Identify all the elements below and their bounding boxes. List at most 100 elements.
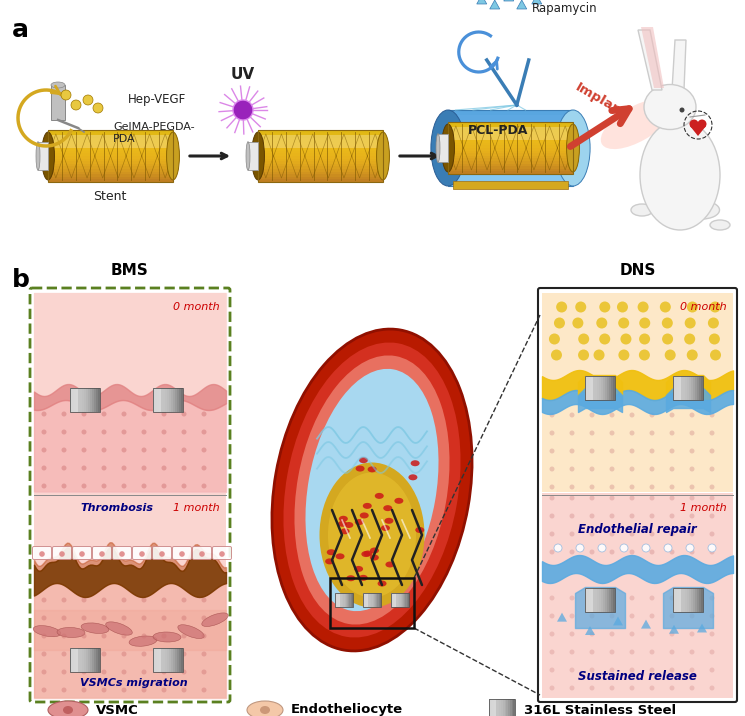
Ellipse shape <box>129 636 157 647</box>
Circle shape <box>569 485 574 490</box>
Circle shape <box>81 652 86 657</box>
Bar <box>351 593 352 607</box>
Bar <box>363 593 381 607</box>
Circle shape <box>162 430 166 435</box>
Ellipse shape <box>283 342 460 637</box>
Bar <box>685 376 687 400</box>
Circle shape <box>709 632 714 637</box>
Circle shape <box>554 317 565 329</box>
Ellipse shape <box>370 555 379 561</box>
Bar <box>153 388 183 412</box>
Circle shape <box>62 687 66 692</box>
Bar <box>335 593 353 607</box>
Text: GelMA-PEGDA-
PDA: GelMA-PEGDA- PDA <box>113 122 194 145</box>
Circle shape <box>121 448 127 453</box>
Ellipse shape <box>34 626 61 637</box>
Bar <box>489 699 491 716</box>
Circle shape <box>639 317 650 329</box>
Bar <box>82 648 84 672</box>
Bar <box>585 588 587 612</box>
Circle shape <box>551 349 562 360</box>
Circle shape <box>550 667 554 672</box>
Bar <box>673 588 680 612</box>
Polygon shape <box>557 613 567 621</box>
Ellipse shape <box>710 220 730 230</box>
Circle shape <box>589 513 595 518</box>
Bar <box>155 648 157 672</box>
Bar <box>492 699 494 716</box>
Text: Thrombosis: Thrombosis <box>80 503 153 513</box>
Circle shape <box>142 616 147 621</box>
Ellipse shape <box>361 551 370 557</box>
Circle shape <box>201 483 206 488</box>
FancyBboxPatch shape <box>212 546 232 559</box>
Bar <box>258 143 383 145</box>
Circle shape <box>550 649 554 654</box>
Circle shape <box>670 448 674 453</box>
Bar <box>448 130 573 132</box>
Circle shape <box>609 685 615 690</box>
Bar <box>697 376 699 400</box>
Circle shape <box>709 667 714 672</box>
Circle shape <box>182 652 186 657</box>
Bar <box>181 388 183 412</box>
Bar <box>48 130 173 132</box>
Bar <box>591 376 593 400</box>
Circle shape <box>709 467 714 472</box>
Bar <box>338 593 340 607</box>
Bar <box>448 160 573 165</box>
Ellipse shape <box>327 549 336 555</box>
Circle shape <box>709 485 714 490</box>
Circle shape <box>101 448 107 453</box>
Ellipse shape <box>631 204 653 216</box>
Bar <box>90 648 92 672</box>
Polygon shape <box>669 625 679 634</box>
Bar <box>589 376 591 400</box>
Bar <box>48 177 173 180</box>
Bar <box>98 388 100 412</box>
Ellipse shape <box>364 551 372 556</box>
Bar <box>494 699 496 716</box>
Bar <box>48 174 173 177</box>
Bar <box>585 376 592 400</box>
Ellipse shape <box>376 132 390 180</box>
Bar <box>448 145 573 150</box>
Bar <box>248 142 258 170</box>
Circle shape <box>609 448 615 453</box>
Bar <box>368 593 369 607</box>
Circle shape <box>589 467 595 472</box>
Circle shape <box>142 483 147 488</box>
Circle shape <box>569 430 574 435</box>
Bar <box>408 593 409 607</box>
Polygon shape <box>641 27 664 88</box>
FancyBboxPatch shape <box>538 288 737 702</box>
Bar <box>691 376 693 400</box>
Bar <box>78 648 80 672</box>
Text: b: b <box>12 268 30 292</box>
Bar <box>349 593 351 607</box>
Bar <box>677 588 679 612</box>
Bar <box>673 376 675 400</box>
Circle shape <box>569 614 574 619</box>
Bar <box>167 388 169 412</box>
Bar <box>48 159 173 161</box>
Bar <box>330 578 414 628</box>
Bar <box>504 699 507 716</box>
FancyBboxPatch shape <box>33 546 51 559</box>
Circle shape <box>630 667 635 672</box>
Circle shape <box>550 549 554 554</box>
Circle shape <box>709 549 714 554</box>
Text: Endotheliocyte: Endotheliocyte <box>291 704 403 716</box>
Bar <box>34 293 226 492</box>
Ellipse shape <box>566 124 580 172</box>
Bar <box>153 648 160 672</box>
Bar <box>179 388 181 412</box>
Bar <box>396 593 397 607</box>
Circle shape <box>687 301 698 312</box>
Bar <box>84 388 86 412</box>
Circle shape <box>121 687 127 692</box>
Ellipse shape <box>394 498 403 504</box>
Circle shape <box>690 412 694 417</box>
Ellipse shape <box>378 581 387 586</box>
Bar <box>364 593 365 607</box>
